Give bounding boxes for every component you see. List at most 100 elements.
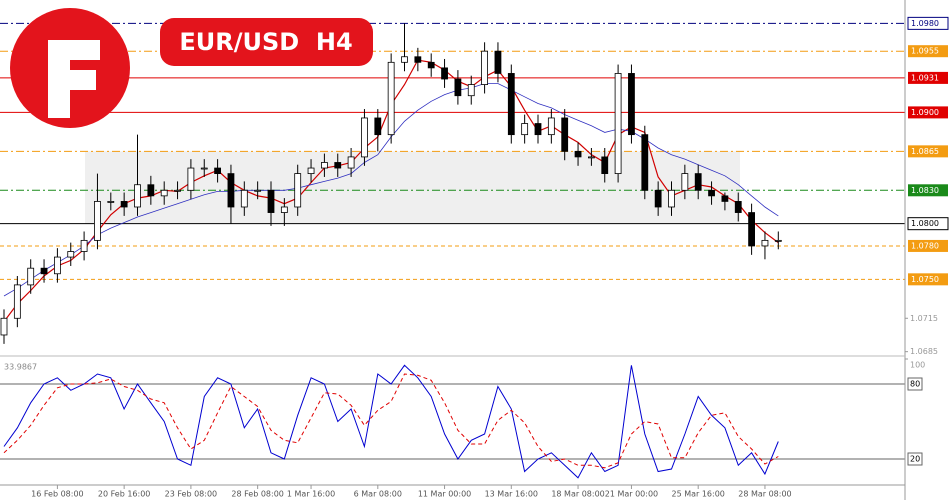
y-tick-label: 100 [910, 361, 925, 370]
candle-body [694, 173, 702, 191]
x-tick-label: 1 Mar 16:00 [287, 490, 335, 499]
level-label-box [908, 273, 948, 286]
level-label-box [908, 45, 948, 58]
level-label: 1.0830 [911, 186, 939, 195]
candle-body [67, 251, 75, 258]
level-label-box [907, 452, 923, 466]
level-label: 20 [910, 455, 920, 464]
candle-body [521, 123, 529, 136]
candle-body [588, 156, 595, 159]
candle-body [160, 189, 168, 197]
candle-body [414, 56, 422, 63]
candle-body [80, 239, 88, 252]
level-label-box [908, 106, 948, 119]
candle-body [27, 267, 35, 286]
candle-body [147, 184, 155, 197]
candle-body [454, 78, 462, 97]
candle-body [134, 184, 141, 208]
x-tick-label: 18 Mar 08:00 [551, 490, 604, 499]
level-label: 1.0750 [911, 275, 939, 284]
level-label: 1.0980 [911, 19, 939, 28]
candle-body [0, 317, 8, 336]
candle-body [614, 73, 622, 175]
candle-body [174, 189, 181, 192]
candle-body [574, 150, 582, 158]
x-tick-label: 23 Feb 08:00 [165, 490, 217, 499]
plot-layer: 1.0715 1.0685 1.0980 1.0955 1.0931 1.0900 1.08… [0, 16, 949, 499]
candle-body [280, 206, 288, 213]
level-label: 1.0900 [911, 108, 939, 117]
y-tick-label: 1.0685 [910, 347, 938, 356]
level-label: 1.0955 [911, 47, 939, 56]
level-label-box [907, 377, 923, 391]
candle-body [654, 189, 662, 208]
candle-body [748, 212, 755, 247]
candle-body [200, 167, 208, 170]
candle-body [441, 67, 448, 80]
candle-body [320, 162, 328, 169]
indicator-value: 33.9867 [4, 363, 37, 372]
candle-body [628, 73, 635, 136]
candle-body [254, 189, 262, 192]
candle-body [547, 117, 555, 136]
candle-body [427, 61, 435, 69]
level-label: 1.0780 [911, 241, 939, 250]
candle-body [187, 167, 195, 191]
x-tick-label: 28 Mar 08:00 [738, 490, 791, 499]
level-label: 80 [910, 380, 920, 389]
candle-body [361, 117, 368, 158]
oscillator-line [3, 364, 779, 479]
candle-body [494, 50, 502, 74]
candle-body [40, 267, 48, 275]
candle-body [721, 195, 729, 202]
candle-body [734, 201, 742, 213]
level-label-box [908, 184, 948, 197]
oscillator-line [3, 373, 779, 469]
candle-body [534, 123, 542, 136]
logo-letter [48, 40, 100, 118]
level-label-box [907, 217, 949, 231]
x-tick-label: 16 Feb 08:00 [31, 490, 83, 499]
chart-title: EUR/USD H4 [179, 28, 352, 56]
candle-body [107, 201, 115, 203]
candle-body [601, 156, 609, 175]
level-label: 1.0931 [911, 73, 939, 82]
candle-body [481, 50, 489, 85]
level-label-box [908, 239, 948, 252]
level-label: 1.0800 [911, 219, 939, 228]
x-tick-label: 25 Mar 16:00 [671, 490, 724, 499]
x-tick-label: 20 Feb 16:00 [98, 490, 150, 499]
candle-body [681, 173, 689, 191]
candle-body [708, 189, 715, 197]
candle-body [374, 117, 382, 136]
candle-body [94, 201, 101, 241]
candle-body [13, 284, 21, 319]
candle-body [227, 173, 235, 208]
candle-body [641, 134, 649, 191]
x-tick-label: 21 Mar 00:00 [605, 490, 658, 499]
x-tick-label: 6 Mar 08:00 [354, 490, 402, 499]
candle-body [347, 156, 355, 169]
candle-body [294, 173, 302, 208]
level-label-box [907, 16, 949, 30]
level-label-box [908, 145, 948, 158]
logo [10, 8, 130, 128]
candle-body [467, 84, 475, 97]
level-label-box [908, 71, 948, 84]
candle-body [507, 73, 515, 136]
candle-body [668, 189, 675, 208]
x-tick-label: 11 Mar 00:00 [418, 490, 471, 499]
y-tick-label: 1.0715 [910, 314, 938, 323]
candle-body [761, 239, 769, 247]
candle-body [334, 162, 342, 169]
x-tick-label: 13 Mar 16:00 [485, 490, 538, 499]
candle-body [120, 201, 128, 208]
candle-body [54, 256, 61, 275]
candle-body [240, 189, 248, 208]
x-tick-label: 28 Feb 08:00 [231, 490, 283, 499]
candle-body [214, 167, 222, 175]
candle-body [774, 239, 782, 242]
candle-body [267, 189, 275, 213]
